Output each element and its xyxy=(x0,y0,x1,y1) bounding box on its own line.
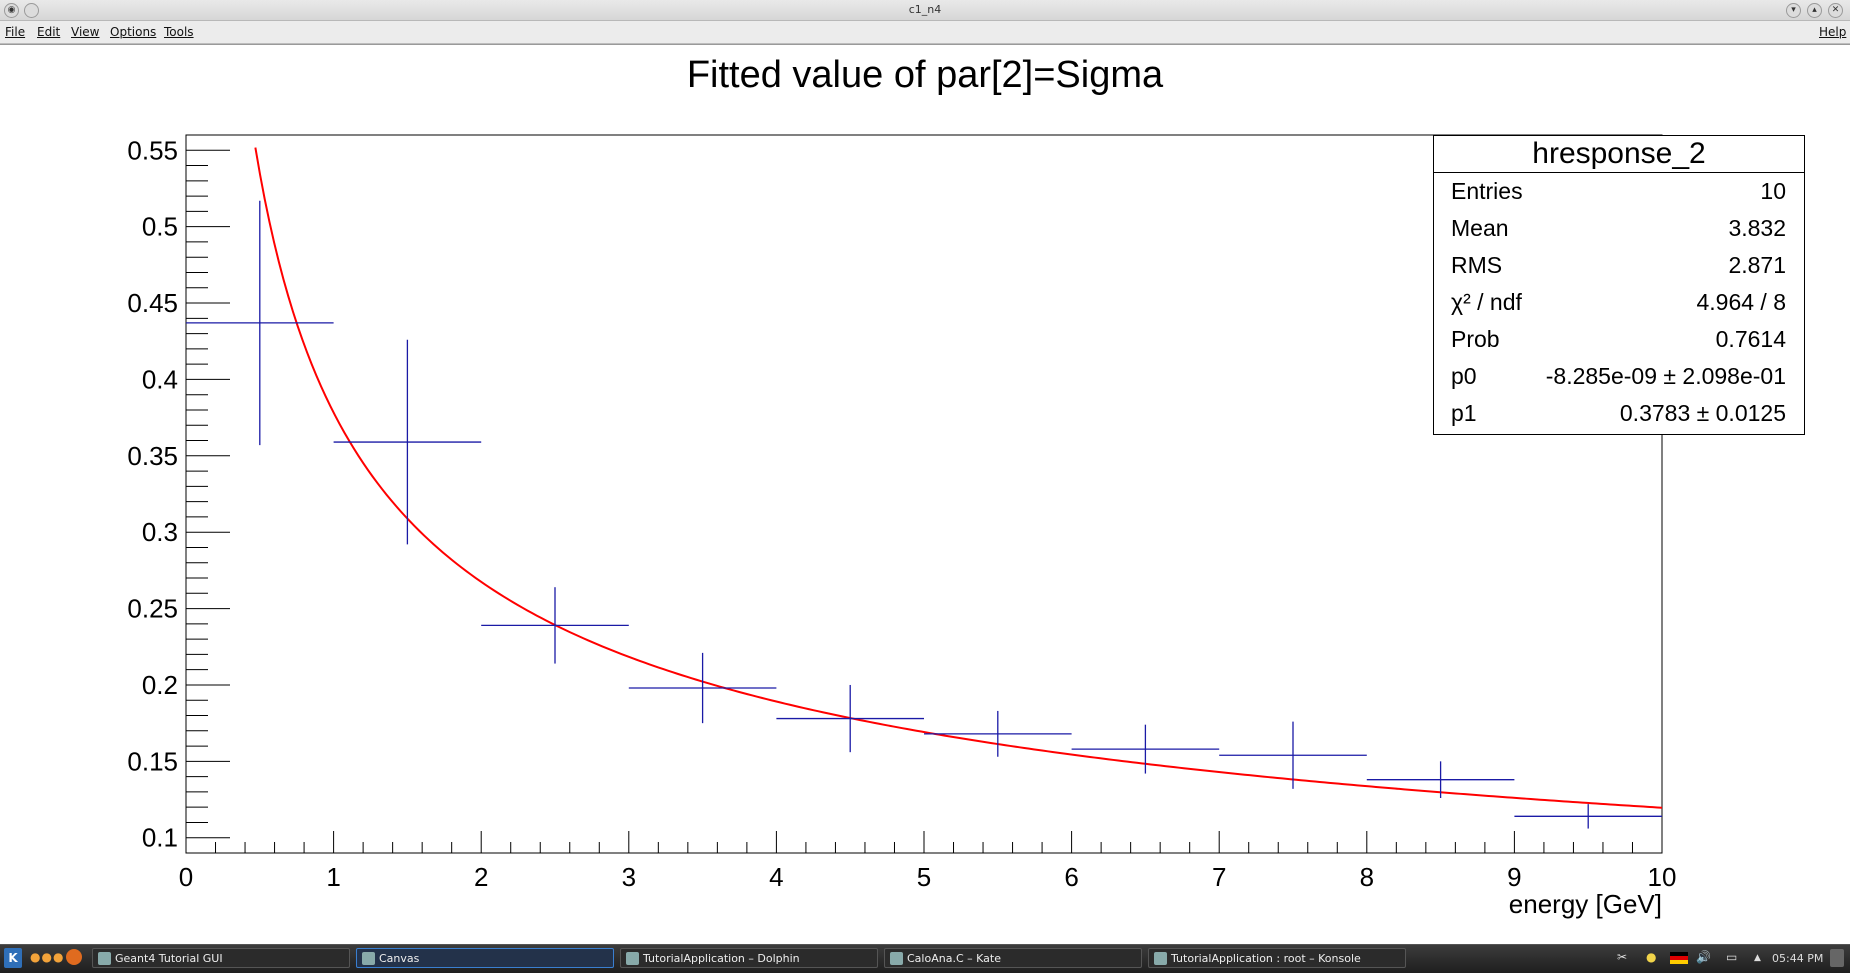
y-tick-label: 0.15 xyxy=(127,746,178,776)
menu-tools[interactable]: Tools xyxy=(164,25,194,39)
stats-label: p0 xyxy=(1451,363,1477,389)
app-window-icon xyxy=(362,952,375,965)
close-icon[interactable]: ✕ xyxy=(1828,3,1843,18)
x-axis-label: energy [GeV] xyxy=(1509,889,1662,919)
stats-label: RMS xyxy=(1451,252,1503,278)
taskbar-item-label: TutorialApplication : root – Konsole xyxy=(1171,952,1361,965)
y-tick-label: 0.4 xyxy=(142,364,178,394)
x-tick-label: 2 xyxy=(474,862,488,892)
stats-label: p1 xyxy=(1451,400,1477,426)
kde-menu-icon[interactable]: K xyxy=(4,948,22,968)
y-tick-label: 0.5 xyxy=(142,212,178,242)
maximize-icon[interactable]: ▴ xyxy=(1807,3,1822,18)
taskbar-item[interactable]: TutorialApplication : root – Konsole xyxy=(1148,948,1406,968)
y-tick-label: 0.1 xyxy=(142,823,178,853)
stats-label: Prob xyxy=(1451,326,1500,352)
x-tick-label: 0 xyxy=(179,862,193,892)
stats-value: 0.3783 ± 0.0125 xyxy=(1619,400,1786,426)
y-tick-label: 0.25 xyxy=(127,594,178,624)
stats-value: 3.832 xyxy=(1728,215,1786,241)
taskbar-item[interactable]: CaloAna.C – Kate xyxy=(884,948,1142,968)
fit-curve xyxy=(254,147,1663,809)
stats-value: 10 xyxy=(1760,178,1786,204)
taskbar-item-label: TutorialApplication – Dolphin xyxy=(643,952,800,965)
x-tick-label: 6 xyxy=(1064,862,1078,892)
taskbar: K ●●● Geant4 Tutorial GUI Canvas TutorialA… xyxy=(0,944,1850,973)
app-window-icon xyxy=(626,952,639,965)
stats-value: -8.285e-09 ± 2.098e-01 xyxy=(1545,363,1786,389)
stats-row: p1 0.3783 ± 0.0125 xyxy=(1434,396,1804,432)
x-tick-label: 9 xyxy=(1507,862,1521,892)
app-icon[interactable]: ◉ xyxy=(4,3,19,18)
x-tick-label: 4 xyxy=(769,862,783,892)
x-tick-label: 5 xyxy=(917,862,931,892)
app-window-icon xyxy=(1154,952,1167,965)
stats-row: Prob 0.7614 xyxy=(1434,322,1804,358)
menu-options[interactable]: Options xyxy=(110,25,157,39)
stats-row: Mean 3.832 xyxy=(1434,211,1804,247)
y-tick-label: 0.45 xyxy=(127,288,178,318)
more-apps-icon[interactable]: ●●● xyxy=(30,950,65,964)
stats-row: Entries 10 xyxy=(1434,174,1804,210)
stats-row: p0 -8.285e-09 ± 2.098e-01 xyxy=(1434,359,1804,395)
root-canvas[interactable]: Fitted value of par[2]=Sigma 0 1 2 3 4 5 6 7 8 9 10… xyxy=(0,44,1850,945)
taskbar-item-label: Geant4 Tutorial GUI xyxy=(115,952,223,965)
taskbar-item[interactable]: TutorialApplication – Dolphin xyxy=(620,948,878,968)
stats-value: 0.7614 xyxy=(1715,326,1786,352)
menu-bar: File Edit View Options Tools Help xyxy=(0,21,1850,44)
clock[interactable]: 05:44 PM xyxy=(1772,952,1824,965)
taskbar-item[interactable]: Canvas xyxy=(356,948,614,968)
window-titlebar: ◉ c1_n4 ▾ ▴ ✕ xyxy=(0,0,1850,21)
stats-label: Mean xyxy=(1451,215,1509,241)
x-tick-label: 7 xyxy=(1212,862,1226,892)
y-tick-label: 0.35 xyxy=(127,441,178,471)
app-window-icon xyxy=(98,952,111,965)
menu-help[interactable]: Help xyxy=(1819,25,1847,39)
menu-view[interactable]: View xyxy=(71,25,100,39)
taskbar-item-label: Canvas xyxy=(379,952,420,965)
menu-edit[interactable]: Edit xyxy=(37,25,61,39)
x-tick-label: 8 xyxy=(1360,862,1374,892)
tray-expand-icon[interactable]: ▲ xyxy=(1754,953,1761,963)
y-tick-label: 0.3 xyxy=(142,517,178,547)
network-icon[interactable]: ▭ xyxy=(1726,950,1738,964)
stats-label: χ² / ndf xyxy=(1451,289,1522,315)
window-title: c1_n4 xyxy=(908,3,942,16)
y-tick-label: 0.55 xyxy=(127,135,178,165)
x-tick-label: 3 xyxy=(622,862,636,892)
pin-icon[interactable] xyxy=(24,3,39,18)
show-desktop-icon[interactable] xyxy=(1830,949,1844,967)
chart-title: Fitted value of par[2]=Sigma xyxy=(687,54,1164,96)
minimize-icon[interactable]: ▾ xyxy=(1786,3,1801,18)
stats-value: 2.871 xyxy=(1728,252,1786,278)
german-flag-icon[interactable] xyxy=(1670,952,1688,964)
plot-svg: Fitted value of par[2]=Sigma 0 1 2 3 4 5 6 7 8 9 10… xyxy=(127,54,1677,919)
x-tick-label: 10 xyxy=(1648,862,1677,892)
y-tick-label: 0.2 xyxy=(142,670,178,700)
stats-row: RMS 2.871 xyxy=(1434,248,1804,284)
stats-title: hresponse_2 xyxy=(1434,136,1804,173)
bulb-icon[interactable]: ● xyxy=(1646,950,1657,964)
scissors-icon[interactable]: ✂ xyxy=(1617,950,1628,964)
stats-row: χ² / ndf 4.964 / 8 xyxy=(1434,285,1804,321)
firefox-icon[interactable] xyxy=(66,949,82,965)
taskbar-item[interactable]: Geant4 Tutorial GUI xyxy=(92,948,350,968)
stats-label: Entries xyxy=(1451,178,1523,204)
stats-box[interactable]: hresponse_2 Entries 10 Mean 3.832 RMS 2.871 χ²… xyxy=(1433,135,1805,435)
app-window-icon xyxy=(890,952,903,965)
stats-value: 4.964 / 8 xyxy=(1696,289,1786,315)
x-tick-label: 1 xyxy=(326,862,340,892)
taskbar-item-label: CaloAna.C – Kate xyxy=(907,952,1001,965)
menu-file[interactable]: File xyxy=(5,25,26,39)
volume-icon[interactable]: 🔊 xyxy=(1696,950,1711,964)
